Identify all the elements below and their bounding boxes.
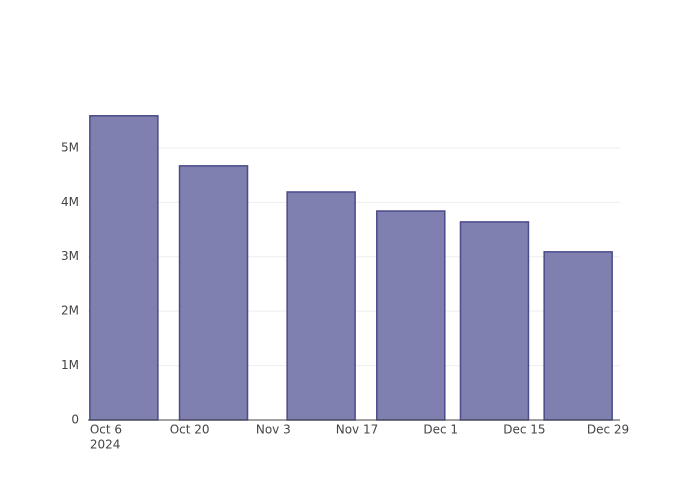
x-tick-label: Dec 15 [503, 423, 545, 437]
bar [459, 221, 530, 421]
bar [376, 210, 446, 421]
x-tick-label: Dec 29 [587, 423, 629, 437]
y-tick-label: 5M [61, 140, 79, 154]
x-tick-label: Nov 3 [256, 423, 291, 437]
bar [543, 251, 613, 421]
y-tick-label: 1M [61, 358, 79, 372]
y-tick-label: 0 [71, 413, 79, 427]
x-tick-label: Dec 1 [423, 423, 458, 437]
bar [178, 165, 249, 421]
y-tick-label: 2M [61, 304, 79, 318]
bar [89, 115, 159, 421]
x-tick-label: Nov 17 [336, 423, 379, 437]
y-tick-label: 4M [61, 195, 79, 209]
y-tick-label: 3M [61, 249, 79, 263]
x-year-label: 2024 [90, 438, 121, 452]
x-tick-label: Oct 6 [90, 423, 122, 437]
x-tick-label: Oct 20 [170, 423, 210, 437]
bar [286, 191, 356, 421]
